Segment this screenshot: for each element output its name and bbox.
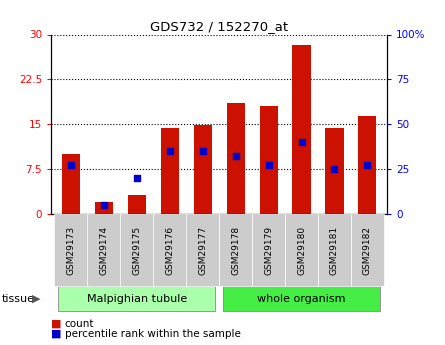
Bar [128,195,146,214]
Text: GSM29177: GSM29177 [198,226,207,275]
Title: GDS732 / 152270_at: GDS732 / 152270_at [150,20,288,33]
Text: GSM29176: GSM29176 [165,226,174,275]
Text: percentile rank within the sample: percentile rank within the sample [65,329,240,338]
Text: ■: ■ [51,329,62,338]
Point [232,154,239,159]
Text: Malpighian tubule: Malpighian tubule [87,294,187,304]
Point [133,175,140,181]
Bar [259,106,278,214]
Text: GSM29180: GSM29180 [297,226,306,275]
Point [166,148,173,154]
Text: tissue: tissue [2,294,35,304]
Bar [227,103,245,214]
Bar [358,116,376,214]
Text: count: count [65,319,94,329]
Bar [95,202,113,214]
Text: GSM29179: GSM29179 [264,226,273,275]
Bar [161,128,179,214]
Text: ▶: ▶ [32,294,40,304]
Text: GSM29181: GSM29181 [330,226,339,275]
Point [298,139,305,145]
Text: GSM29178: GSM29178 [231,226,240,275]
Point [67,163,74,168]
Point [331,166,338,172]
Bar [194,125,212,214]
Text: GSM29182: GSM29182 [363,226,372,275]
Bar [62,154,80,214]
Text: GSM29174: GSM29174 [99,226,109,275]
Text: whole organism: whole organism [257,294,346,304]
Bar [325,128,344,214]
Text: ■: ■ [51,319,62,329]
Point [364,163,371,168]
Point [100,202,107,208]
Point [265,163,272,168]
Text: GSM29173: GSM29173 [66,226,76,275]
Bar [292,45,311,214]
Point [199,148,206,154]
Text: GSM29175: GSM29175 [132,226,142,275]
